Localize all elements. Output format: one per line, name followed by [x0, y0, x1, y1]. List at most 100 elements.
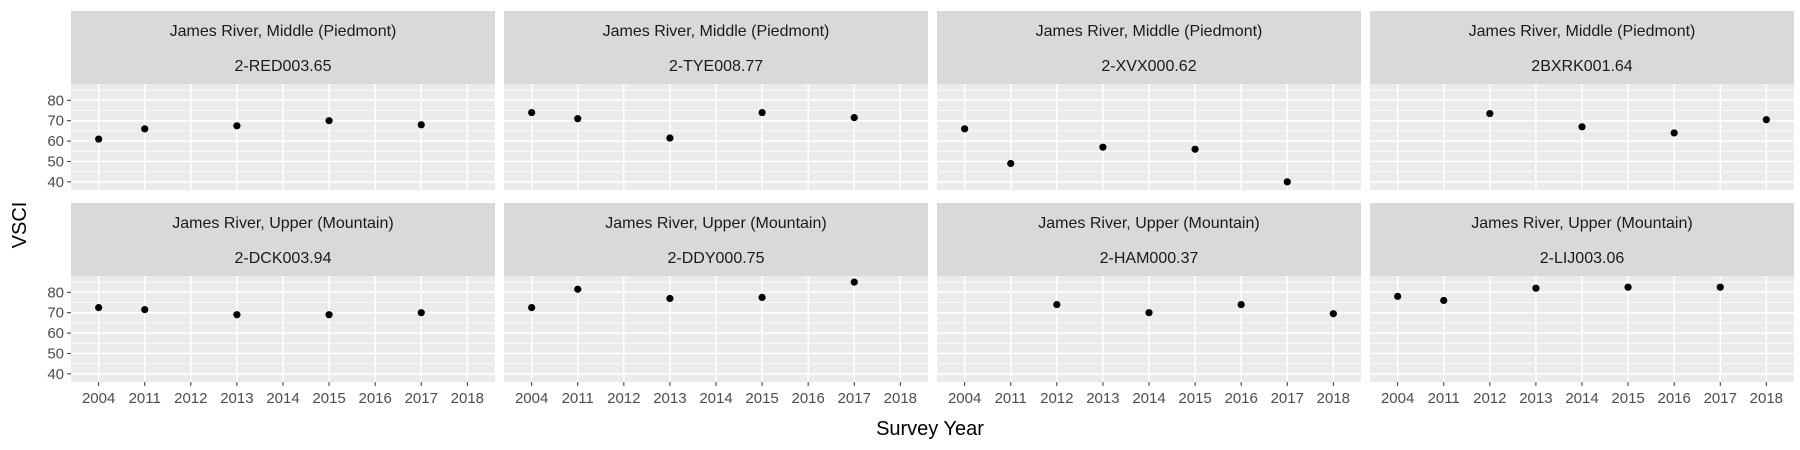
facet-strip [1370, 11, 1794, 84]
data-point [325, 117, 333, 125]
facet-station-label: 2-DCK003.94 [235, 250, 332, 267]
x-tick-label: 2015 [745, 390, 778, 407]
x-tick-label: 2015 [1611, 390, 1644, 407]
data-point [961, 125, 969, 133]
x-tick-label: 2014 [1132, 390, 1165, 407]
y-tick-label: 40 [47, 174, 64, 191]
x-tick-label: 2018 [1317, 390, 1350, 407]
data-point [666, 294, 674, 303]
x-tick-label: 2016 [1224, 390, 1257, 407]
x-tick-label: 2014 [266, 390, 299, 407]
x-tick-label: 2011 [562, 390, 594, 407]
x-tick-label: 2004 [1381, 390, 1414, 407]
facet-region-label: James River, Upper (Mountain) [172, 215, 393, 232]
data-point [95, 303, 103, 312]
data-point [666, 134, 674, 142]
data-point [1191, 145, 1199, 153]
y-tick-label: 50 [47, 345, 64, 362]
data-point [850, 278, 858, 286]
data-point [233, 122, 241, 130]
facet-strip [937, 203, 1361, 276]
y-tick-label: 60 [47, 325, 64, 342]
y-tick-label: 70 [47, 305, 64, 322]
facet-strip [504, 11, 928, 84]
data-point [325, 311, 333, 319]
x-tick-label: 2016 [358, 390, 391, 407]
data-point [574, 285, 582, 293]
x-tick-label: 2013 [1519, 390, 1552, 407]
facet-panel: James River, Middle (Piedmont) 2-XVX000.6… [937, 11, 1361, 190]
data-point [141, 125, 149, 133]
data-point [1283, 178, 1291, 186]
x-tick-label: 2012 [1040, 390, 1073, 407]
facet-strip [1370, 203, 1794, 276]
facet-panel: James River, Upper (Mountain) 2-LIJ003.06… [1370, 203, 1794, 407]
data-point [141, 306, 149, 314]
y-tick-label: 80 [47, 92, 64, 109]
facet-station-label: 2-HAM000.37 [1100, 250, 1199, 267]
data-point [95, 135, 103, 143]
facet-station-label: 2-DDY000.75 [668, 250, 765, 267]
data-point [417, 121, 425, 129]
data-point [528, 108, 536, 117]
facet-panel: James River, Middle (Piedmont) 2-TYE008.7… [504, 11, 928, 190]
data-point [417, 309, 425, 317]
y-tick-label: 70 [47, 113, 64, 130]
data-point [1329, 310, 1337, 318]
data-point [1624, 283, 1632, 291]
x-axis-title: Survey Year [876, 418, 984, 440]
x-tick-label: 2017 [1271, 390, 1304, 407]
x-tick-label: 2004 [82, 390, 115, 407]
y-tick-label: 50 [47, 153, 64, 170]
data-point [233, 311, 241, 319]
x-tick-label: 2017 [838, 390, 871, 407]
x-tick-label: 2014 [699, 390, 732, 407]
data-point [1762, 116, 1770, 124]
x-tick-label: 2013 [220, 390, 253, 407]
x-tick-label: 2011 [995, 390, 1027, 407]
data-point [758, 293, 766, 302]
x-tick-label: 2015 [1178, 390, 1211, 407]
data-point [1578, 123, 1586, 131]
data-point [1440, 296, 1448, 305]
data-point [1486, 109, 1494, 118]
x-tick-label: 2018 [1750, 390, 1783, 407]
data-point [1670, 129, 1678, 137]
x-tick-label: 2013 [653, 390, 686, 407]
y-tick-label: 80 [47, 284, 64, 301]
y-tick-label: 60 [47, 133, 64, 150]
data-point [1007, 159, 1015, 168]
facet-panel: James River, Upper (Mountain) 2-HAM000.37… [937, 203, 1361, 407]
x-tick-label: 2014 [1565, 390, 1598, 407]
facet-region-label: James River, Upper (Mountain) [1038, 215, 1259, 232]
x-tick-label: 2011 [1428, 390, 1460, 407]
y-tick-label: 40 [47, 366, 64, 383]
facet-panel: James River, Upper (Mountain) 2-DDY000.75… [504, 203, 928, 407]
data-point [1716, 283, 1724, 291]
facet-region-label: James River, Middle (Piedmont) [603, 23, 830, 40]
x-tick-label: 2018 [451, 390, 484, 407]
data-point [528, 303, 536, 312]
facet-panel: James River, Middle (Piedmont) 2BXRK001.6… [1370, 11, 1794, 190]
facet-region-label: James River, Middle (Piedmont) [1036, 23, 1263, 40]
y-axis-title: VSCI [9, 202, 31, 249]
data-point [850, 114, 858, 122]
data-point [1053, 300, 1061, 309]
facet-panel: James River, Upper (Mountain) 2-DCK003.94… [47, 203, 495, 407]
facet-station-label: 2-TYE008.77 [669, 58, 763, 75]
facet-station-label: 2-LIJ003.06 [1540, 250, 1625, 267]
x-tick-label: 2017 [1704, 390, 1737, 407]
x-tick-label: 2012 [607, 390, 640, 407]
facet-strip [71, 11, 495, 84]
x-tick-label: 2004 [948, 390, 981, 407]
x-tick-label: 2012 [1473, 390, 1506, 407]
x-tick-label: 2013 [1086, 390, 1119, 407]
facet-region-label: James River, Middle (Piedmont) [1469, 23, 1696, 40]
x-tick-label: 2016 [1657, 390, 1690, 407]
data-point [1532, 284, 1540, 292]
x-tick-label: 2016 [791, 390, 824, 407]
data-point [1394, 292, 1402, 300]
x-tick-label: 2015 [312, 390, 345, 407]
x-tick-label: 2004 [515, 390, 548, 407]
